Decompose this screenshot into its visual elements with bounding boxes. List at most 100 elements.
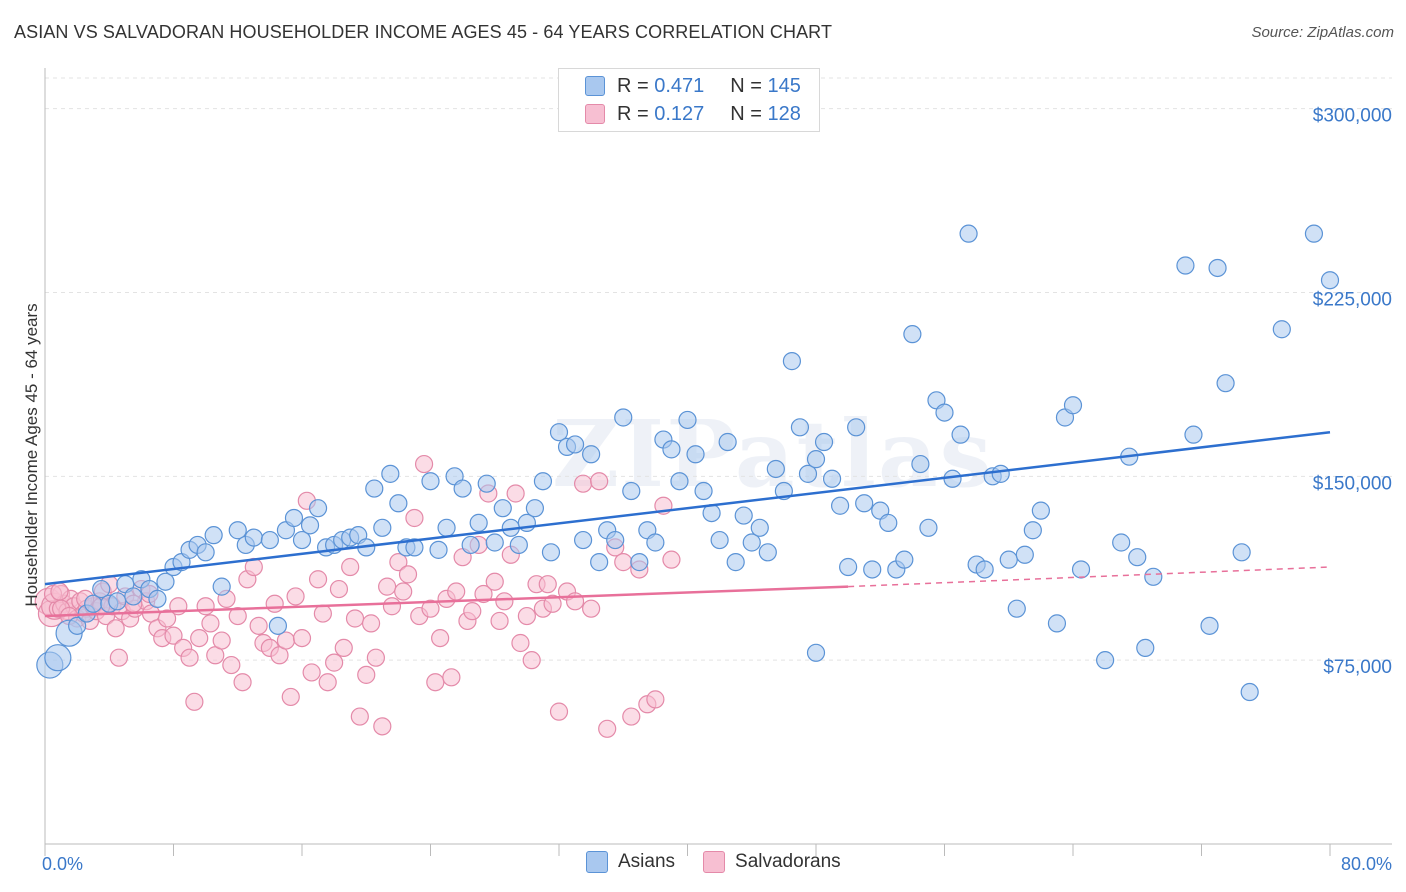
- asian-point: [541, 543, 561, 562]
- asian-point: [863, 560, 882, 579]
- asian-point: [630, 553, 649, 572]
- asian-point: [726, 553, 745, 572]
- asian-point: [959, 224, 978, 243]
- asian-point: [228, 521, 247, 540]
- asian-point: [308, 499, 328, 518]
- asian-point: [1144, 567, 1163, 586]
- asian-point: [373, 518, 392, 537]
- asian-point: [879, 513, 898, 532]
- salvadoran-point: [249, 616, 268, 635]
- asian-point: [1063, 396, 1083, 415]
- series-swatch-salvadorans: [703, 851, 726, 873]
- salvadoran-point: [614, 553, 633, 572]
- salvadorans-trend-line: [44, 585, 849, 618]
- salvadoran-point: [325, 653, 344, 672]
- legend-r-value: 0.471: [654, 74, 705, 97]
- salvadoran-point: [511, 633, 530, 653]
- salvadoran-point: [313, 604, 332, 623]
- asian-point: [244, 528, 263, 547]
- x-tick-label-min: 0.0%: [42, 854, 83, 874]
- salvadoran-point: [185, 692, 204, 711]
- salvadoran-point: [361, 614, 381, 633]
- asian-point: [1071, 560, 1091, 579]
- x-tick-labels: 0.0% 80.0%: [42, 854, 1392, 874]
- asian-point: [461, 535, 480, 555]
- asian-point: [710, 530, 729, 550]
- series-legend-asians[interactable]: Asians: [586, 851, 675, 873]
- asian-point: [606, 530, 625, 550]
- salvadoran-point: [394, 582, 413, 601]
- legend-swatch-salvadorans: [585, 104, 605, 124]
- y-tick-labels: $75,000 $150,000 $225,000 $300,000: [1313, 106, 1392, 679]
- asian-point: [798, 464, 818, 483]
- legend-n-label: N =: [730, 74, 762, 97]
- asian-point: [1304, 224, 1324, 243]
- x-tick-label-max: 80.0%: [1341, 854, 1392, 874]
- stats-legend: R = 0.471 N = 145 R = 0.127 N = 128: [558, 68, 820, 132]
- salvadoran-point: [378, 577, 397, 596]
- asian-point: [1136, 638, 1155, 658]
- salvadoran-point: [265, 594, 284, 613]
- asian-point: [204, 526, 223, 545]
- legend-n-value: 145: [767, 74, 801, 97]
- salvadoran-point: [598, 719, 617, 738]
- asian-point: [148, 589, 167, 608]
- asian-point: [614, 408, 633, 427]
- chart-title: ASIAN VS SALVADORAN HOUSEHOLDER INCOME A…: [14, 22, 833, 42]
- asian-point: [405, 538, 424, 557]
- asian-point: [1015, 545, 1034, 564]
- asian-point: [718, 432, 737, 452]
- salvadoran-point: [447, 582, 466, 601]
- asian-point: [1023, 521, 1042, 540]
- salvadoran-point: [341, 557, 360, 577]
- asian-point: [429, 540, 448, 559]
- asian-point: [68, 616, 87, 635]
- asian-point: [582, 445, 601, 464]
- asian-point: [895, 550, 914, 569]
- salvadoran-point: [398, 565, 418, 584]
- asian-point: [469, 513, 488, 532]
- legend-row-asians: R = 0.471 N = 145: [585, 73, 801, 99]
- asian-point: [196, 543, 215, 562]
- salvadoran-point: [373, 717, 392, 736]
- chart-source: Source: ZipAtlas.com: [1251, 24, 1394, 41]
- salvadoran-point: [474, 584, 493, 604]
- salvadoran-point: [522, 651, 541, 670]
- asian-point: [999, 550, 1018, 569]
- salvadoran-point: [389, 553, 408, 572]
- asian-point: [1128, 548, 1147, 567]
- asian-point: [92, 579, 111, 599]
- asian-point: [670, 472, 689, 491]
- series-legend-salvadorans[interactable]: Salvadorans: [703, 851, 841, 873]
- trend-lines: [44, 430, 1331, 618]
- series-label-asians: Asians: [618, 851, 676, 872]
- salvadoran-point: [549, 702, 569, 721]
- asian-point: [284, 508, 304, 528]
- salvadoran-point: [421, 599, 440, 618]
- asian-point: [911, 454, 930, 474]
- asian-point: [903, 325, 922, 344]
- salvadoran-point: [506, 484, 525, 503]
- asian-point: [782, 352, 802, 371]
- asians-points: [36, 224, 1340, 702]
- asian-point: [1240, 682, 1259, 702]
- salvadoran-point: [164, 626, 183, 645]
- salvadoran-point: [308, 570, 328, 589]
- legend-r-label: R =: [617, 74, 649, 97]
- asian-point: [493, 499, 512, 518]
- asian-point: [437, 518, 456, 537]
- salvadoran-point: [517, 606, 536, 626]
- salvadoran-point: [490, 611, 509, 631]
- salvadoran-point: [50, 582, 69, 601]
- series-swatch-asians: [586, 851, 608, 873]
- legend-n-value: 128: [767, 102, 801, 125]
- asian-point: [1176, 256, 1195, 275]
- asian-point: [565, 435, 585, 454]
- asian-point: [830, 496, 850, 515]
- asian-point: [389, 494, 408, 513]
- y-tick-label: $150,000: [1313, 473, 1392, 494]
- asian-point: [1047, 614, 1067, 633]
- salvadoran-point: [190, 628, 209, 648]
- salvadoran-point: [590, 472, 609, 491]
- asian-point: [124, 587, 143, 606]
